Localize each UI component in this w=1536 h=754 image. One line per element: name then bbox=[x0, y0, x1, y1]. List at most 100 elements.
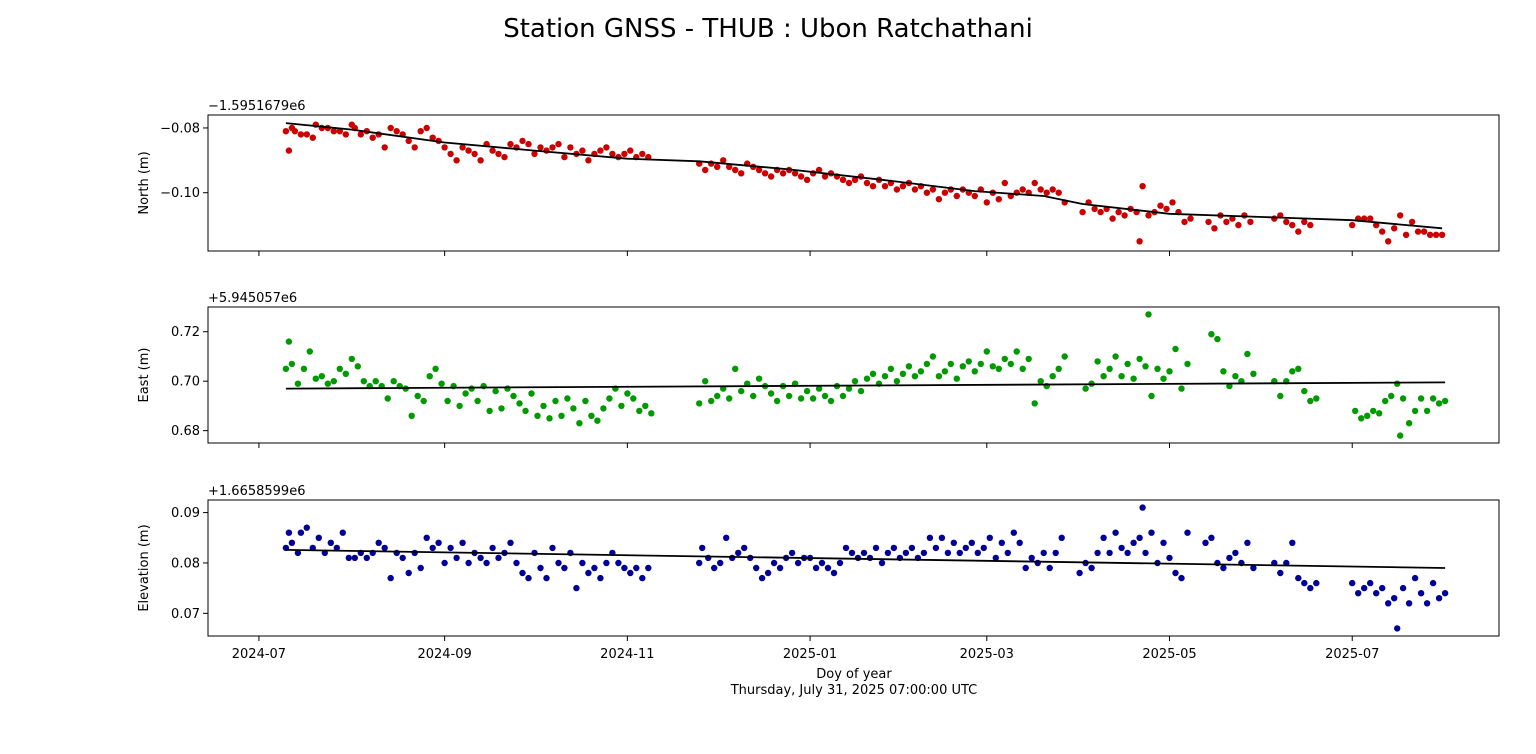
data-point bbox=[714, 392, 721, 400]
figure-title: Station GNSS - THUB : Ubon Ratchathani bbox=[503, 14, 1033, 44]
data-point bbox=[453, 157, 460, 164]
data-point bbox=[555, 559, 562, 567]
data-point bbox=[1049, 186, 1056, 193]
data-point bbox=[1349, 221, 1356, 229]
data-point bbox=[776, 564, 784, 572]
data-point bbox=[830, 569, 838, 577]
data-point bbox=[1049, 373, 1056, 380]
data-point bbox=[1373, 590, 1380, 597]
data-point bbox=[1229, 215, 1236, 222]
axes-frame bbox=[207, 306, 1500, 444]
data-point bbox=[369, 134, 376, 141]
data-point bbox=[932, 544, 940, 552]
panel-east: 0.68 0.70 0.72 +5.945057e6 East (m) bbox=[137, 291, 1500, 448]
data-point bbox=[869, 370, 877, 377]
data-point bbox=[893, 378, 901, 385]
data-point bbox=[549, 544, 556, 552]
data-point bbox=[1055, 189, 1062, 196]
data-point bbox=[540, 402, 547, 410]
data-point bbox=[1094, 358, 1101, 365]
data-point bbox=[597, 147, 604, 154]
data-point bbox=[642, 402, 649, 410]
data-point bbox=[944, 549, 952, 557]
y-tick-label: −0.08 bbox=[160, 121, 200, 136]
data-point bbox=[1031, 179, 1038, 187]
data-point bbox=[459, 144, 466, 151]
data-point bbox=[1420, 228, 1428, 235]
data-point bbox=[1364, 412, 1371, 419]
data-point bbox=[1184, 360, 1191, 368]
data-point bbox=[1022, 564, 1029, 572]
data-point bbox=[821, 173, 829, 180]
data-point bbox=[390, 378, 397, 385]
data-point bbox=[582, 397, 589, 405]
data-point bbox=[1106, 549, 1113, 557]
data-point bbox=[1211, 225, 1218, 232]
data-point bbox=[381, 144, 388, 151]
data-point bbox=[348, 355, 355, 363]
data-point bbox=[738, 170, 745, 177]
data-point bbox=[309, 134, 316, 141]
x-axis-label: Doy of year bbox=[816, 667, 892, 682]
data-point bbox=[303, 524, 310, 531]
trend-line bbox=[285, 381, 1446, 390]
data-point bbox=[429, 544, 436, 552]
data-point bbox=[447, 150, 454, 158]
data-point bbox=[333, 544, 340, 552]
data-point bbox=[1391, 595, 1398, 602]
data-point bbox=[1028, 554, 1035, 562]
data-point bbox=[1025, 355, 1032, 363]
data-point bbox=[1109, 215, 1116, 222]
data-point bbox=[938, 534, 946, 541]
data-point bbox=[1163, 205, 1170, 213]
data-point bbox=[1391, 225, 1398, 232]
data-point bbox=[288, 539, 296, 546]
data-point bbox=[588, 412, 595, 419]
data-point bbox=[336, 365, 343, 372]
data-point bbox=[459, 539, 466, 546]
data-point bbox=[1235, 221, 1242, 229]
data-point bbox=[585, 569, 592, 577]
data-point bbox=[735, 549, 742, 557]
data-point bbox=[1136, 238, 1143, 245]
data-point bbox=[342, 131, 349, 138]
data-point bbox=[1148, 392, 1155, 400]
offset-label: +1.6658599e6 bbox=[208, 484, 305, 499]
data-point bbox=[1399, 395, 1407, 402]
data-point bbox=[1313, 395, 1320, 402]
data-point bbox=[797, 173, 805, 180]
data-point bbox=[1187, 215, 1194, 222]
data-point bbox=[561, 564, 568, 572]
data-point bbox=[1432, 231, 1440, 238]
data-point bbox=[519, 137, 526, 145]
x-axis-sublabel: Thursday, July 31, 2025 07:00:00 UTC bbox=[730, 683, 978, 698]
y-tick-label: 0.70 bbox=[171, 375, 200, 390]
data-point bbox=[1076, 569, 1083, 577]
data-point bbox=[1097, 208, 1104, 216]
data-point bbox=[417, 128, 424, 135]
data-point bbox=[1055, 365, 1062, 372]
data-point bbox=[803, 387, 811, 395]
data-point bbox=[1121, 212, 1128, 219]
data-point bbox=[741, 544, 748, 552]
data-point bbox=[1226, 554, 1233, 562]
data-point bbox=[1037, 378, 1044, 385]
data-point bbox=[552, 397, 559, 405]
data-point bbox=[788, 549, 796, 557]
data-point bbox=[1397, 212, 1404, 219]
data-point bbox=[1208, 534, 1215, 541]
data-point bbox=[1220, 564, 1227, 572]
data-point bbox=[1429, 395, 1437, 402]
data-point bbox=[947, 360, 954, 368]
data-point bbox=[717, 559, 724, 567]
data-point bbox=[1181, 218, 1188, 226]
data-point bbox=[1307, 584, 1314, 592]
data-point bbox=[1052, 549, 1059, 557]
data-point bbox=[594, 417, 601, 424]
data-point bbox=[857, 387, 865, 395]
data-point bbox=[414, 392, 421, 400]
data-point bbox=[842, 544, 850, 552]
data-point bbox=[579, 147, 586, 154]
data-point bbox=[1232, 373, 1239, 380]
data-point bbox=[1214, 335, 1221, 343]
